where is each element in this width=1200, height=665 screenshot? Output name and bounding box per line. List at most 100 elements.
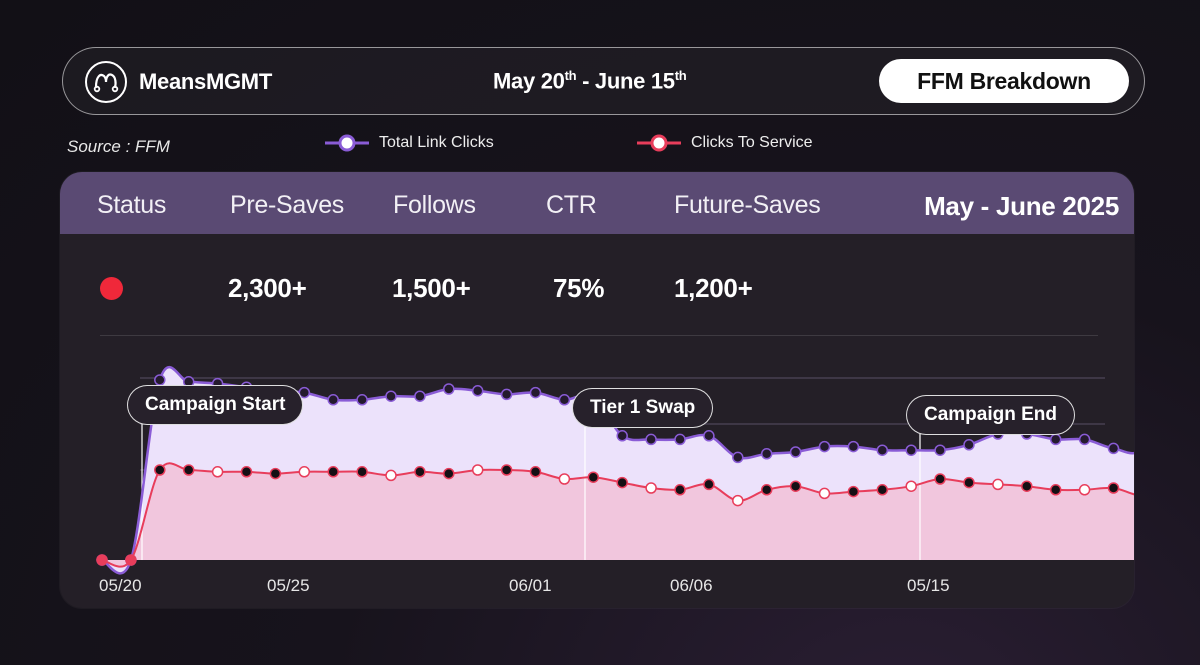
point-total-link-clicks — [963, 439, 975, 451]
area-chart — [96, 365, 1134, 575]
x-tick-label: 05/15 — [907, 576, 950, 595]
legend-service-marker-icon — [637, 134, 681, 152]
point-total-link-clicks — [1078, 433, 1091, 446]
brand-logo-icon — [85, 61, 127, 103]
point-total-link-clicks — [500, 388, 513, 401]
x-tick-label: 06/06 — [670, 576, 713, 595]
point-clicks-to-service — [240, 466, 253, 478]
date-separator: - June 15 — [576, 68, 675, 94]
legend-clicks-to-service: Clicks To Service — [637, 134, 813, 152]
point-clicks-to-service — [645, 482, 657, 494]
divider — [100, 335, 1098, 336]
point-total-link-clicks — [760, 448, 773, 460]
header-bar: MeansMGMT May 20th - June 15th FFM Break… — [62, 47, 1145, 115]
point-total-link-clicks — [443, 383, 455, 395]
point-clicks-to-service — [732, 494, 744, 507]
point-clicks-to-service — [789, 480, 802, 492]
header-pre-saves: Pre-Saves — [230, 191, 345, 219]
x-tick-label: 05/25 — [267, 576, 310, 595]
period-label: May - June 2025 — [924, 191, 1119, 221]
point-total-link-clicks — [1049, 433, 1062, 446]
date-range: May 20th - June 15th — [493, 68, 687, 94]
series-area-clicks-to-service — [102, 463, 1134, 567]
status-indicator — [100, 277, 123, 300]
x-tick-label: 05/20 — [99, 576, 142, 595]
point-total-link-clicks — [616, 430, 628, 442]
point-clicks-to-service — [443, 467, 455, 480]
point-total-link-clicks — [645, 433, 657, 446]
point-clicks-to-service — [905, 480, 917, 492]
series-line-clicks-to-service — [101, 462, 1134, 568]
header-status: Status — [97, 191, 167, 219]
point-clicks-to-service — [876, 484, 889, 496]
ffm-breakdown-button[interactable]: FFM Breakdown — [879, 59, 1129, 103]
point-total-link-clicks — [529, 386, 542, 399]
point-clicks-to-service — [616, 476, 628, 489]
point-clicks-to-service — [558, 473, 571, 485]
point-clicks-to-service — [529, 466, 542, 478]
point-clicks-to-service — [298, 466, 311, 478]
point-clicks-to-service — [1078, 484, 1091, 496]
point-clicks-to-service — [703, 478, 715, 491]
point-clicks-to-service — [847, 485, 860, 498]
point-clicks-to-service — [500, 464, 513, 476]
point-clicks-to-service — [1021, 480, 1033, 492]
point-total-link-clicks — [789, 446, 802, 458]
source-label: Source : FFM — [67, 137, 170, 156]
point-clicks-to-service — [818, 487, 831, 500]
point-clicks-to-service — [674, 484, 686, 496]
header-future-saves: Future-Saves — [674, 191, 821, 219]
point-total-link-clicks — [154, 374, 166, 386]
point-total-link-clicks — [847, 440, 860, 453]
point-clicks-to-service — [356, 466, 368, 478]
point-clicks-to-service — [211, 466, 224, 478]
legend-total-marker-icon — [325, 134, 369, 152]
value-follows: 1,500+ — [392, 273, 471, 303]
point-total-link-clicks — [905, 444, 917, 456]
date-from: May 20 — [493, 68, 565, 94]
legend-total-label: Total Link Clicks — [379, 134, 494, 151]
point-total-link-clicks — [876, 444, 889, 456]
value-pre-saves: 2,300+ — [228, 273, 307, 303]
point-total-link-clicks — [818, 440, 831, 453]
brand: MeansMGMT — [85, 61, 272, 103]
point-total-link-clicks — [385, 390, 397, 402]
point-clicks-to-service — [414, 466, 426, 478]
point-clicks-to-service — [327, 466, 339, 478]
stats-panel: Status Pre-Saves Follows CTR Future-Save… — [60, 172, 1134, 608]
point-clicks-to-service — [269, 467, 282, 480]
point-total-link-clicks — [732, 451, 744, 464]
point-clicks-to-service — [934, 473, 946, 485]
point-total-link-clicks — [674, 433, 686, 446]
date-to-suffix: th — [674, 68, 687, 83]
point-clicks-to-service — [471, 464, 484, 476]
brand-name: MeansMGMT — [139, 69, 272, 94]
point-total-link-clicks — [327, 394, 339, 406]
point-clicks-to-service — [182, 464, 195, 476]
point-clicks-to-service — [760, 484, 773, 496]
point-clicks-to-service — [154, 464, 166, 476]
header-follows: Follows — [393, 191, 476, 219]
point-total-link-clicks — [471, 385, 484, 397]
header-ctr: CTR — [546, 191, 597, 219]
table-header-row: Status Pre-Saves Follows CTR Future-Save… — [60, 172, 1134, 234]
point-total-link-clicks — [703, 430, 715, 442]
annotation-tier-1-swap: Tier 1 Swap — [572, 388, 714, 428]
point-total-link-clicks — [934, 444, 946, 456]
point-total-link-clicks — [414, 390, 426, 402]
point-clicks-to-service — [385, 469, 397, 482]
point-clicks-to-service — [1049, 484, 1062, 496]
x-tick-label: 06/01 — [509, 576, 552, 595]
value-ctr: 75% — [553, 273, 605, 303]
annotation-campaign-end: Campaign End — [906, 395, 1076, 435]
point-clicks-to-service — [963, 476, 975, 489]
value-future-saves: 1,200+ — [674, 273, 753, 303]
point-clicks-to-service — [96, 554, 108, 566]
annotation-campaign-start: Campaign Start — [127, 385, 304, 425]
point-clicks-to-service — [125, 554, 137, 566]
legend-total-link-clicks: Total Link Clicks — [325, 134, 494, 152]
point-clicks-to-service — [992, 478, 1004, 491]
point-clicks-to-service — [1107, 482, 1120, 494]
point-total-link-clicks — [558, 394, 571, 406]
point-total-link-clicks — [1107, 442, 1120, 455]
